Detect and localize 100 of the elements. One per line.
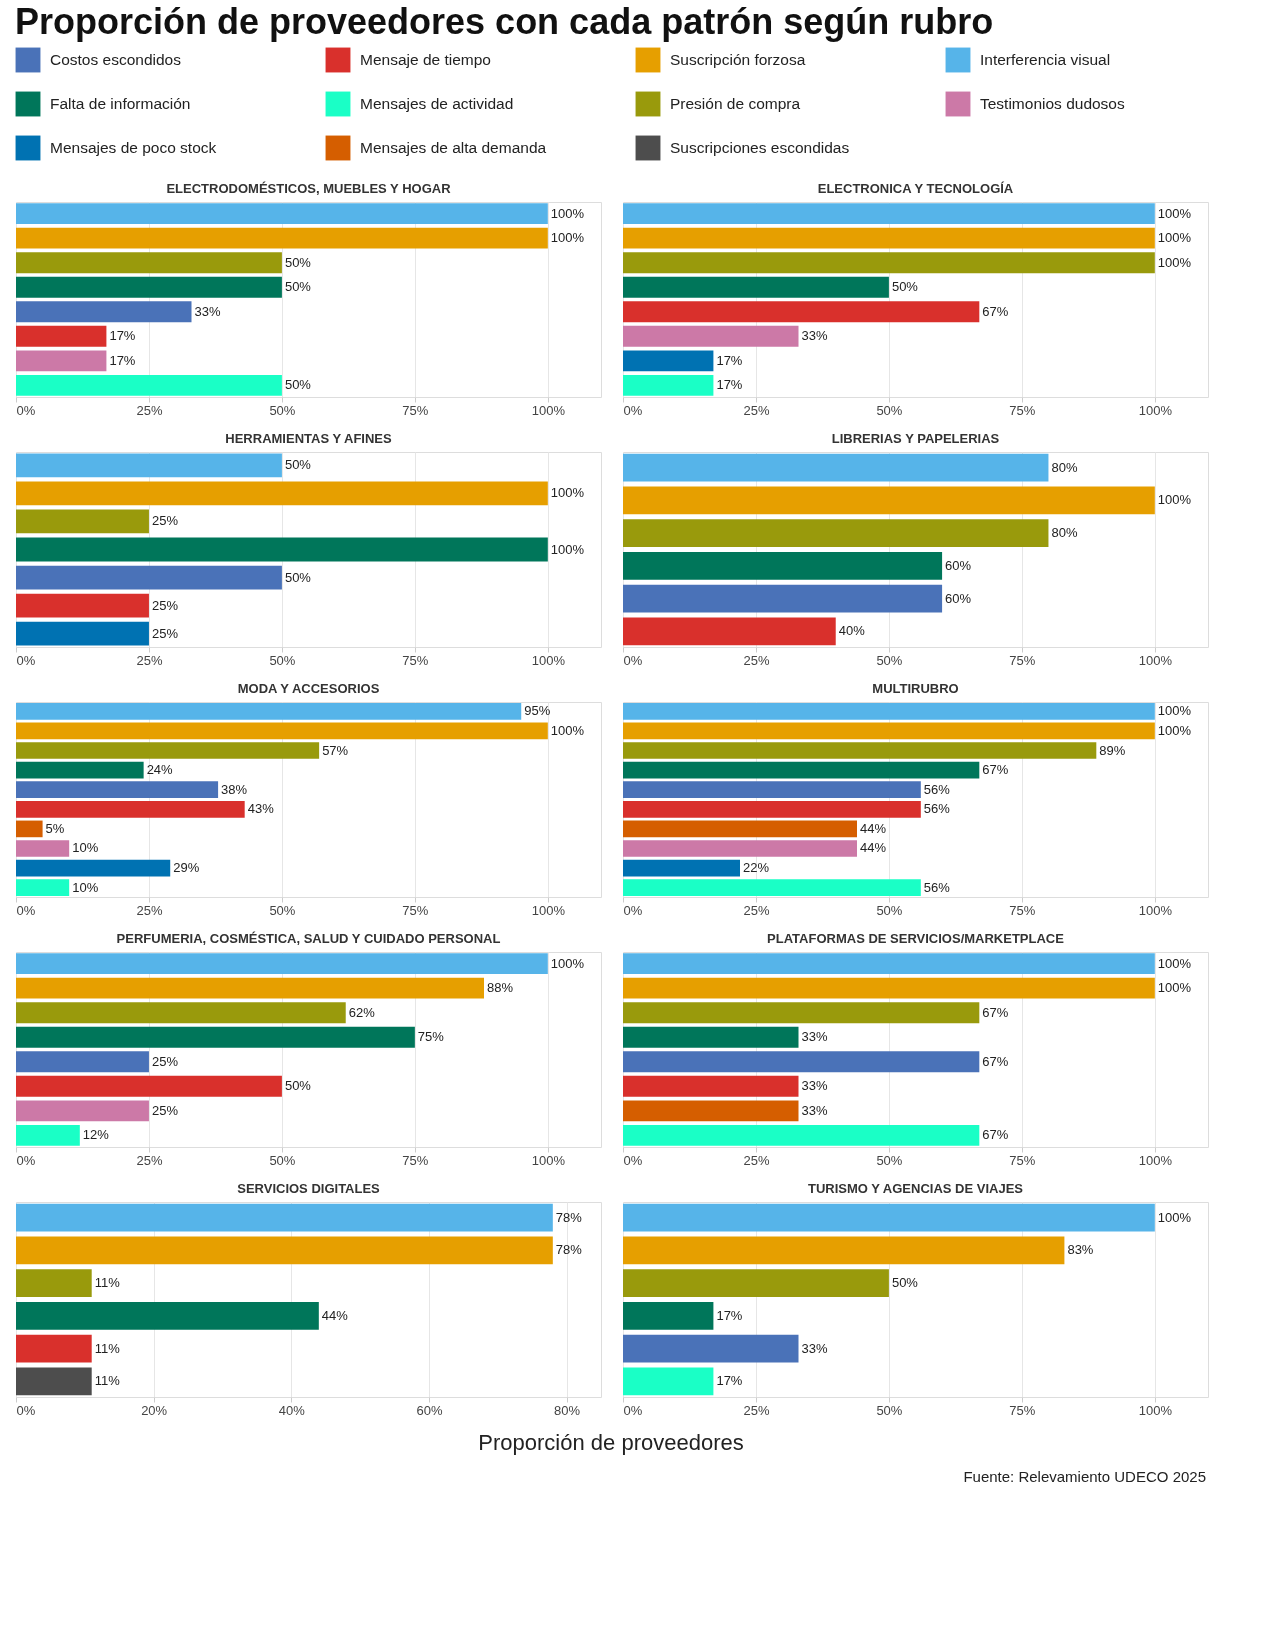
bar [16,742,320,759]
bar [623,551,943,580]
x-tick-label: 100% [531,902,566,918]
bar [16,1051,149,1073]
bar [16,840,70,857]
data-label: 11% [94,1373,121,1389]
bar [623,519,1049,548]
data-label: 57% [322,742,349,758]
bar [623,301,980,323]
bar [623,781,921,799]
data-label: 88% [487,980,514,996]
data-label: 17% [716,1373,743,1389]
x-tick-label: 0% [623,402,643,418]
bar [623,1075,799,1097]
data-label: 83% [1067,1242,1094,1258]
x-tick-label: 25% [743,1402,770,1418]
x-tick-label: 75% [1009,902,1036,918]
bar [623,252,1155,274]
data-label: 50% [891,1275,919,1291]
data-label: 12% [82,1127,110,1143]
bar [16,621,149,646]
x-tick-label: 0% [16,402,36,418]
bar [16,374,282,396]
bar [16,509,149,534]
bar [16,325,107,347]
x-tick-label: 25% [136,902,163,918]
bar [16,1334,92,1363]
data-label: 67% [982,1053,1009,1069]
data-label: 33% [801,1029,828,1045]
bar [16,820,43,838]
source-note: Fuente: Relevamiento UDECO 2025 [963,1468,1206,1485]
x-tick-label: 50% [876,902,903,918]
bar [16,1124,80,1146]
category-label: Mensajes de alta demanda [360,139,547,156]
bar [623,1269,889,1298]
x-tick-label: 0% [623,1402,643,1418]
bar [623,1100,799,1122]
chart-title: LIBRERIAS Y PAPELERIAS [831,431,1000,446]
bar [16,227,548,249]
bar [16,1026,415,1048]
data-label: 43% [247,801,275,817]
x-tick-label: 75% [402,402,429,418]
data-label: 33% [801,328,828,344]
data-label: 25% [151,597,179,613]
bar [16,203,548,225]
chart-title: PERFUMERIA, COSMÉSTICA, SALUD Y CUIDADO PERSONAL [116,931,501,946]
data-label: 50% [284,377,312,393]
data-label: 50% [284,569,312,585]
bar [16,879,70,897]
bar [16,1301,319,1330]
bar [623,879,921,897]
data-label: 60% [945,557,972,573]
data-label: 80% [1051,525,1078,541]
data-label: 100% [550,230,585,246]
data-label: 17% [716,1307,743,1323]
x-tick-label: 50% [269,902,296,918]
data-label: 10% [72,879,99,895]
bar [16,800,245,818]
data-label: 56% [923,781,951,797]
chart-title: SERVICIOS DIGITALES [237,1181,381,1196]
data-label: 100% [1157,955,1192,971]
data-label: 67% [982,1127,1009,1143]
data-label: 33% [194,303,221,319]
data-label: 56% [923,801,951,817]
bar [16,859,171,877]
bar [16,350,107,372]
bar [16,301,192,323]
data-label: 17% [109,328,136,344]
chart-title: MODA Y ACCESORIOS [237,681,380,696]
category-label: Falta de información [50,95,191,112]
x-tick-label: 75% [1009,1402,1036,1418]
data-label: 24% [146,762,174,778]
data-label: 56% [923,879,951,895]
data-label: 95% [524,703,551,719]
x-tick-label: 25% [136,652,163,668]
chart-title: MULTIRUBRO [872,681,959,696]
bar [623,953,1155,975]
bar [623,1334,799,1363]
data-label: 25% [151,1102,179,1118]
data-label: 11% [94,1275,121,1291]
data-label: 17% [716,352,743,368]
category-label: Costos escondidos [50,51,182,68]
data-label: 62% [348,1004,376,1020]
chart-title: ELECTRONICA Y TECNOLOGÍA [817,181,1014,196]
bar [623,702,1155,720]
bar [623,486,1155,515]
x-tick-label: 40% [278,1402,306,1418]
bar [623,617,836,646]
x-tick-label: 25% [743,902,770,918]
x-tick-label: 75% [1009,652,1036,668]
bar [623,584,943,613]
category-label: Mensajes de poco stock [50,139,217,156]
bar [16,1367,92,1396]
x-tick-label: 75% [1009,402,1036,418]
data-label: 33% [801,1102,828,1118]
x-tick-label: 50% [269,1152,296,1168]
bar [623,742,1097,759]
bar [623,1002,980,1024]
data-label: 25% [151,1053,179,1069]
data-label: 80% [1051,459,1078,475]
